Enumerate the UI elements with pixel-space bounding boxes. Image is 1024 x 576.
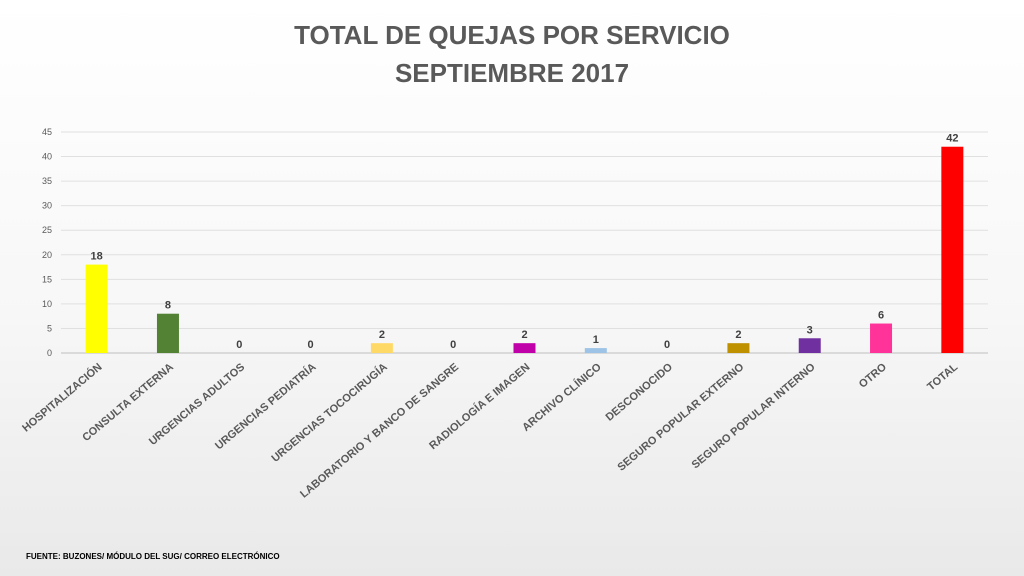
bar	[156, 313, 179, 353]
category-label: DESCONOCIDO	[604, 361, 676, 424]
chart-subtitle: SEPTIEMBRE 2017	[394, 58, 630, 88]
y-tick-label: 0	[47, 348, 52, 358]
y-tick-label: 30	[42, 201, 52, 211]
category-label: LABORATORIO Y BANCO DE SANGRE	[298, 361, 461, 500]
data-label: 2	[521, 329, 527, 341]
category-label: TOTAL	[925, 361, 960, 393]
source-note: FUENTE: BUZONES/ MÓDULO DEL SUG/ CORREO …	[26, 552, 280, 561]
data-label: 18	[91, 251, 103, 263]
bars	[85, 146, 964, 353]
y-tick-label: 20	[42, 250, 52, 260]
y-tick-label: 5	[47, 323, 52, 333]
y-tick-label: 40	[42, 152, 52, 162]
data-label: 1	[593, 334, 599, 346]
bar	[870, 323, 893, 353]
data-label: 3	[807, 324, 813, 336]
data-label: 0	[450, 339, 456, 351]
y-tick-label: 35	[42, 176, 52, 186]
category-label: OTRO	[857, 361, 889, 391]
y-tick-label: 45	[42, 127, 52, 137]
y-tick-label: 10	[42, 299, 52, 309]
category-label: URGENCIAS TOCOCIRUGÍA	[269, 360, 390, 465]
bar	[798, 338, 821, 353]
y-tick-label: 15	[42, 274, 52, 284]
category-label: SEGURO POPULAR INTERNO	[690, 361, 818, 471]
gridlines	[61, 131, 988, 354]
category-label: HOSPITALIZACIÓN	[20, 360, 105, 434]
y-tick-label: 25	[42, 225, 52, 235]
data-label: 2	[735, 329, 741, 341]
data-label: 0	[308, 339, 314, 351]
bar	[584, 348, 607, 353]
chart-title: TOTAL DE QUEJAS POR SERVICIO	[294, 20, 730, 50]
data-label: 0	[236, 339, 242, 351]
data-label: 0	[664, 339, 670, 351]
bar	[513, 343, 536, 353]
data-label: 8	[165, 300, 171, 312]
bar	[727, 343, 750, 353]
y-axis-ticks: 0 5 10 15 20 25 30 35 40 45	[42, 127, 52, 358]
data-label: 2	[379, 329, 385, 341]
data-label: 42	[946, 133, 958, 145]
bar	[85, 264, 108, 353]
bar	[370, 343, 393, 353]
data-label: 6	[878, 310, 884, 322]
bar	[941, 146, 964, 353]
category-label: SEGURO POPULAR EXTERNO	[615, 361, 746, 474]
data-labels: 18 8 0 0 2 0 2 1 0 2 3 6 42	[91, 133, 959, 351]
category-label: ARCHIVO CLÍNICO	[520, 360, 605, 434]
